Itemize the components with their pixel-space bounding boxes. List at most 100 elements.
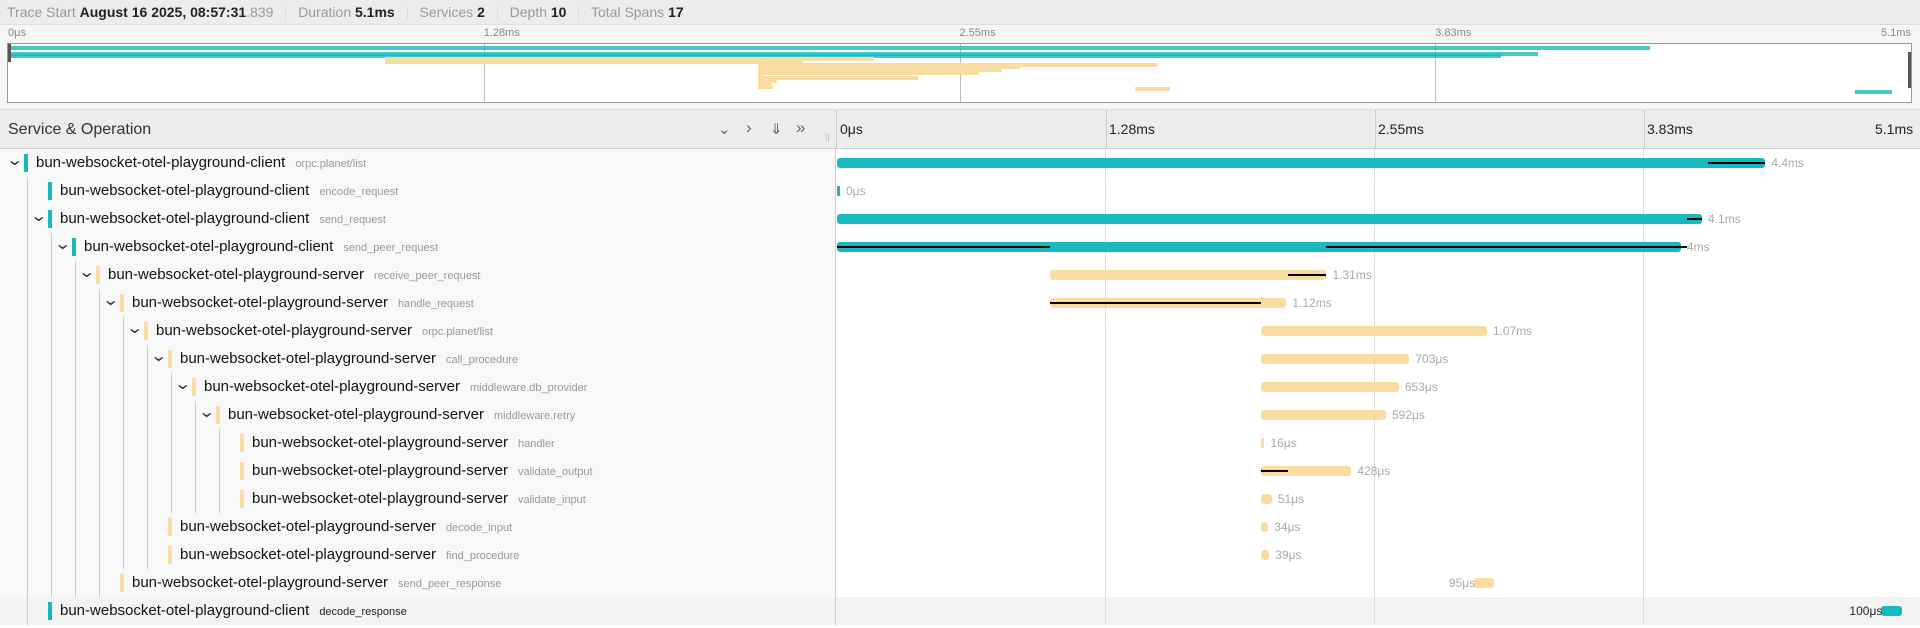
span-timeline-cell[interactable]: 4.1ms xyxy=(837,205,1920,233)
span-tree-cell[interactable]: bun-websocket-otel-playground-server vali… xyxy=(0,485,836,513)
span-tree-cell[interactable]: ⌄ bun-websocket-otel-playground-server rec… xyxy=(0,261,836,289)
span-bar[interactable] xyxy=(1261,326,1487,336)
span-timeline-cell[interactable]: 39μs xyxy=(837,541,1920,569)
span-timeline-cell[interactable]: 1.07ms xyxy=(837,317,1920,345)
span-bar[interactable] xyxy=(1261,522,1269,532)
span-tree-cell[interactable]: bun-websocket-otel-playground-server deco… xyxy=(0,513,836,541)
trace-minimap[interactable]: 0μs 1.28ms 2.55ms 3.83ms 5.1ms xyxy=(0,25,1920,110)
span-row[interactable]: bun-websocket-otel-playground-server hand… xyxy=(0,429,1920,457)
span-bar[interactable] xyxy=(837,242,1681,252)
span-row[interactable]: bun-websocket-otel-playground-client deco… xyxy=(0,597,1920,625)
minimap-right-handle[interactable] xyxy=(1908,52,1911,88)
span-tree-cell[interactable]: ⌄ bun-websocket-otel-playground-server mid… xyxy=(0,373,836,401)
span-bar[interactable] xyxy=(837,186,840,196)
service-name: bun-websocket-otel-playground-client orpc… xyxy=(36,154,366,171)
expand-all-double-chevron-right-icon[interactable]: » xyxy=(796,118,806,137)
chevron-down-icon[interactable]: ⌄ xyxy=(53,236,72,253)
span-timeline-cell[interactable]: 653μs xyxy=(837,373,1920,401)
chevron-down-icon[interactable]: ⌄ xyxy=(197,404,216,421)
span-row[interactable]: bun-websocket-otel-playground-server send… xyxy=(0,569,1920,597)
expand-one-chevron-right-icon[interactable]: › xyxy=(746,118,752,137)
span-bar[interactable] xyxy=(1261,438,1265,448)
span-row[interactable]: ⌄ bun-websocket-otel-playground-server han… xyxy=(0,289,1920,317)
span-row[interactable]: ⌄ bun-websocket-otel-playground-server cal… xyxy=(0,345,1920,373)
span-bar[interactable] xyxy=(1261,382,1399,392)
tree-guide-line xyxy=(147,457,148,485)
collapse-one-chevron-down-icon[interactable]: ⌄ xyxy=(718,121,731,138)
chevron-down-icon[interactable]: ⌄ xyxy=(149,348,168,365)
span-bar[interactable] xyxy=(837,158,1766,168)
span-timeline-cell[interactable]: 1.12ms xyxy=(837,289,1920,317)
span-tree-cell[interactable]: ⌄ bun-websocket-otel-playground-client orp… xyxy=(0,149,836,177)
span-tree-cell[interactable]: bun-websocket-otel-playground-client deco… xyxy=(0,597,836,625)
chevron-down-icon[interactable]: ⌄ xyxy=(77,264,96,281)
span-tree-cell[interactable]: ⌄ bun-websocket-otel-playground-server mid… xyxy=(0,401,836,429)
span-timeline-cell[interactable]: 428μs xyxy=(837,457,1920,485)
minimap-gridline xyxy=(1435,44,1437,102)
span-row[interactable]: bun-websocket-otel-playground-server find… xyxy=(0,541,1920,569)
span-tree-cell[interactable]: ⌄ bun-websocket-otel-playground-client sen… xyxy=(0,233,836,261)
chevron-down-icon[interactable]: ⌄ xyxy=(125,320,144,337)
span-bar[interactable] xyxy=(1261,354,1410,364)
span-timeline-cell[interactable]: 4ms xyxy=(837,233,1920,261)
span-tree-cell[interactable]: bun-websocket-otel-playground-server send… xyxy=(0,569,836,597)
span-bar[interactable] xyxy=(1474,578,1495,588)
service-name-text: bun-websocket-otel-playground-client xyxy=(60,602,310,619)
span-row[interactable]: ⌄ bun-websocket-otel-playground-client sen… xyxy=(0,233,1920,261)
timeline-tick-label: 5.1ms xyxy=(1875,121,1914,137)
span-row[interactable]: ⌄ bun-websocket-otel-playground-server mid… xyxy=(0,373,1920,401)
tree-guide-line xyxy=(99,569,100,597)
span-timeline-cell[interactable]: 95μs xyxy=(837,569,1920,597)
tree-guide-line xyxy=(51,569,52,597)
span-timeline-cell[interactable]: 100μs xyxy=(837,597,1920,625)
minimap-span-bar xyxy=(1134,87,1171,92)
span-tree-cell[interactable]: ⌄ bun-websocket-otel-playground-client sen… xyxy=(0,205,836,233)
span-bar[interactable] xyxy=(1261,494,1272,504)
span-bar[interactable] xyxy=(1261,410,1386,420)
span-tree-cell[interactable]: bun-websocket-otel-playground-server vali… xyxy=(0,457,836,485)
span-timeline-cell[interactable]: 16μs xyxy=(837,429,1920,457)
chevron-down-icon[interactable]: ⌄ xyxy=(5,152,24,169)
span-tree-cell[interactable]: ⌄ bun-websocket-otel-playground-server han… xyxy=(0,289,836,317)
minimap-viewport[interactable] xyxy=(7,43,1912,103)
span-row[interactable]: ⌄ bun-websocket-otel-playground-client sen… xyxy=(0,205,1920,233)
timeline-gridline xyxy=(1374,513,1375,541)
span-row[interactable]: bun-websocket-otel-playground-server vali… xyxy=(0,457,1920,485)
span-bar[interactable] xyxy=(837,214,1703,224)
span-tree-cell[interactable]: ⌄ bun-websocket-otel-playground-server cal… xyxy=(0,345,836,373)
tree-guide-line xyxy=(27,205,28,233)
span-row[interactable]: bun-websocket-otel-playground-client enco… xyxy=(0,177,1920,205)
span-row[interactable]: ⌄ bun-websocket-otel-playground-client orp… xyxy=(0,149,1920,177)
span-tree-cell[interactable]: bun-websocket-otel-playground-client enco… xyxy=(0,177,836,205)
span-tree-cell[interactable]: bun-websocket-otel-playground-server find… xyxy=(0,541,836,569)
tree-guide-line xyxy=(27,373,28,401)
span-timeline-cell[interactable]: 592μs xyxy=(837,401,1920,429)
span-bar[interactable] xyxy=(1881,606,1903,616)
tree-guide-line xyxy=(75,569,76,597)
span-timeline-cell[interactable]: 34μs xyxy=(837,513,1920,541)
span-bar[interactable] xyxy=(1261,466,1352,476)
span-timeline-cell[interactable]: 1.31ms xyxy=(837,261,1920,289)
span-row[interactable]: ⌄ bun-websocket-otel-playground-server orp… xyxy=(0,317,1920,345)
span-bar[interactable] xyxy=(1050,270,1327,280)
tree-guide-line xyxy=(27,513,28,541)
minimap-left-handle[interactable] xyxy=(8,44,11,62)
span-timeline-cell[interactable]: 51μs xyxy=(837,485,1920,513)
tree-guide-line xyxy=(99,373,100,401)
span-bar[interactable] xyxy=(1261,550,1270,560)
resize-handle[interactable]: || xyxy=(825,132,830,142)
span-row[interactable]: bun-websocket-otel-playground-server vali… xyxy=(0,485,1920,513)
collapse-all-double-chevron-down-icon[interactable]: ⇓ xyxy=(770,121,783,138)
span-row[interactable]: ⌄ bun-websocket-otel-playground-server mid… xyxy=(0,401,1920,429)
span-timeline-cell[interactable]: 0μs xyxy=(837,177,1920,205)
span-row[interactable]: bun-websocket-otel-playground-server deco… xyxy=(0,513,1920,541)
span-tree-cell[interactable]: bun-websocket-otel-playground-server hand… xyxy=(0,429,836,457)
span-timeline-cell[interactable]: 4.4ms xyxy=(837,149,1920,177)
span-timeline-cell[interactable]: 703μs xyxy=(837,345,1920,373)
span-tree-cell[interactable]: ⌄ bun-websocket-otel-playground-server orp… xyxy=(0,317,836,345)
chevron-down-icon[interactable]: ⌄ xyxy=(173,376,192,393)
chevron-down-icon[interactable]: ⌄ xyxy=(101,292,120,309)
tree-guide-line xyxy=(51,345,52,373)
chevron-down-icon[interactable]: ⌄ xyxy=(29,208,48,225)
span-row[interactable]: ⌄ bun-websocket-otel-playground-server rec… xyxy=(0,261,1920,289)
